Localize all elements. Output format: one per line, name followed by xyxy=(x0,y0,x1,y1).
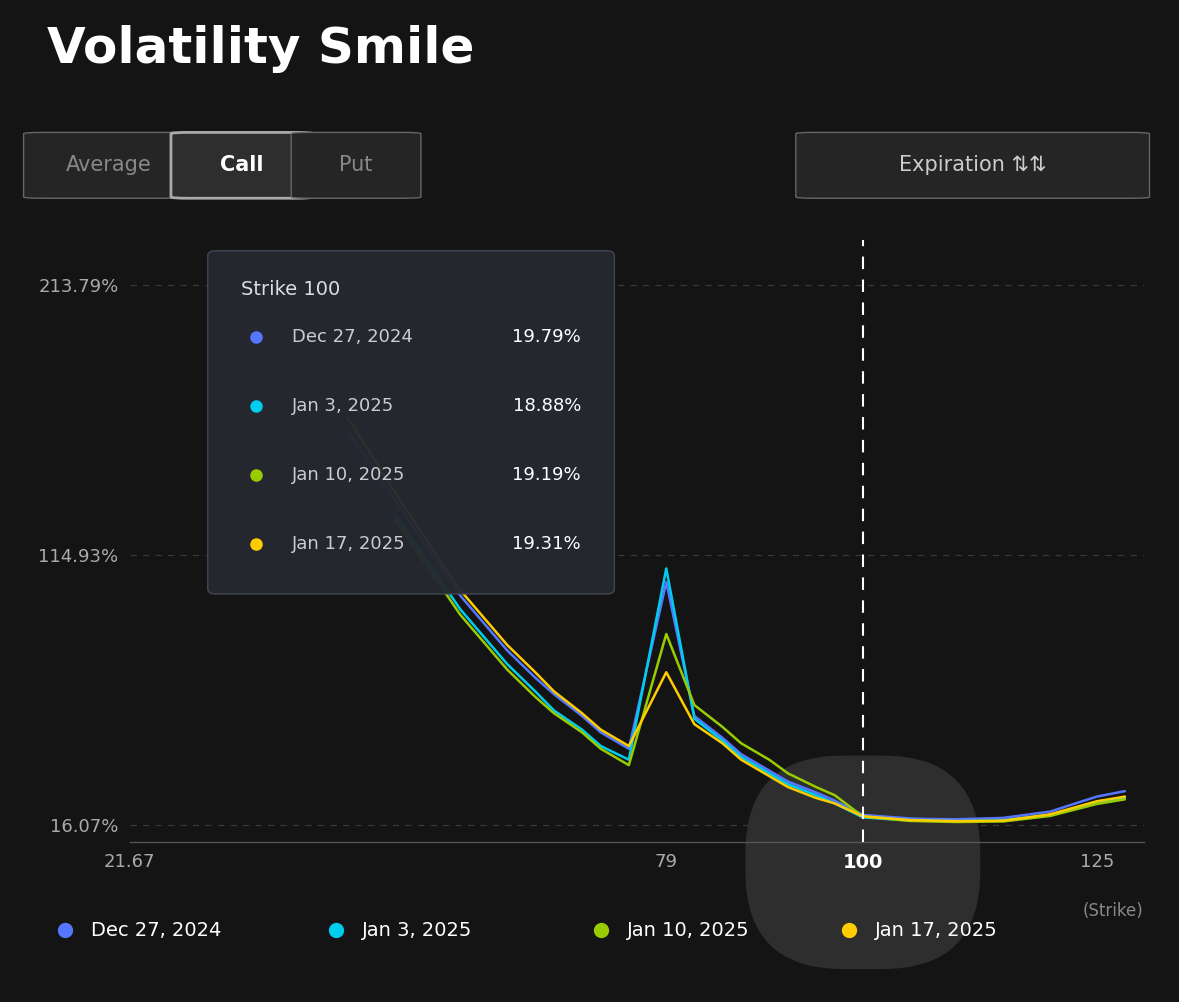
Text: (Strike): (Strike) xyxy=(1082,902,1144,920)
Text: Jan 3, 2025: Jan 3, 2025 xyxy=(292,397,394,415)
Text: 18.88%: 18.88% xyxy=(513,397,581,415)
FancyBboxPatch shape xyxy=(171,132,312,198)
Text: Call: Call xyxy=(220,155,263,175)
Text: Volatility Smile: Volatility Smile xyxy=(47,25,474,73)
Text: Jan 17, 2025: Jan 17, 2025 xyxy=(292,535,406,553)
Text: Jan 10, 2025: Jan 10, 2025 xyxy=(292,466,406,484)
Text: 19.79%: 19.79% xyxy=(512,328,581,346)
Text: 19.19%: 19.19% xyxy=(512,466,581,484)
FancyBboxPatch shape xyxy=(796,132,1150,198)
Text: Expiration ⇅⇅: Expiration ⇅⇅ xyxy=(898,155,1047,175)
FancyBboxPatch shape xyxy=(208,250,614,594)
Text: Put: Put xyxy=(340,155,373,175)
Text: Average: Average xyxy=(66,155,152,175)
Text: Dec 27, 2024: Dec 27, 2024 xyxy=(292,328,413,346)
Text: 19.31%: 19.31% xyxy=(512,535,581,553)
FancyBboxPatch shape xyxy=(291,132,421,198)
Text: Dec 27, 2024: Dec 27, 2024 xyxy=(91,921,222,940)
Text: Jan 10, 2025: Jan 10, 2025 xyxy=(627,921,750,940)
Text: Jan 17, 2025: Jan 17, 2025 xyxy=(875,921,997,940)
Text: Strike 100: Strike 100 xyxy=(242,280,341,299)
FancyBboxPatch shape xyxy=(24,132,195,198)
Text: Jan 3, 2025: Jan 3, 2025 xyxy=(362,921,473,940)
